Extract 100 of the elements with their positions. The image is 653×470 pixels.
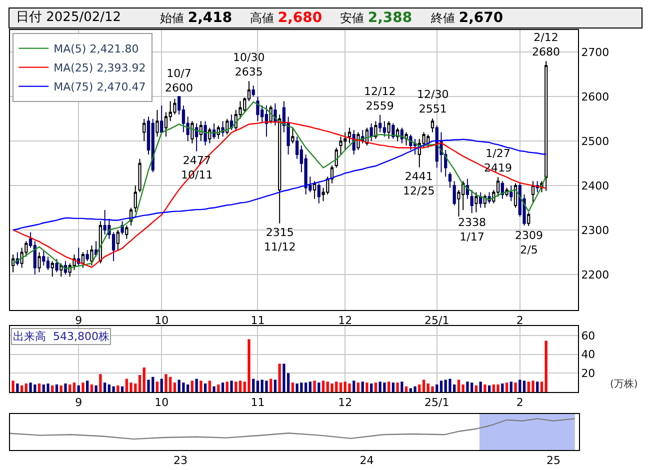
bar bbox=[374, 382, 378, 392]
candlestick bbox=[90, 245, 94, 266]
bar bbox=[300, 382, 303, 392]
bar bbox=[142, 367, 146, 392]
candlestick bbox=[474, 192, 478, 213]
bar bbox=[318, 382, 320, 392]
bar bbox=[24, 384, 28, 392]
x-tick-label: 25/1 bbox=[424, 396, 450, 410]
candlestick bbox=[190, 120, 194, 144]
candlestick bbox=[448, 172, 452, 188]
candlestick bbox=[544, 60, 548, 192]
bar bbox=[431, 386, 434, 392]
x-tick-label: 12 bbox=[338, 396, 352, 410]
x-tick-label: 25/1 bbox=[424, 314, 450, 328]
bar bbox=[488, 385, 491, 392]
candlestick bbox=[195, 122, 198, 152]
candlestick bbox=[470, 190, 474, 214]
bar bbox=[195, 378, 198, 392]
y-tick-label: 2500 bbox=[581, 134, 610, 148]
candlestick bbox=[199, 120, 203, 142]
candlestick bbox=[278, 114, 282, 224]
candlestick bbox=[466, 178, 470, 200]
bar bbox=[12, 380, 14, 392]
bar bbox=[505, 382, 508, 392]
bar bbox=[204, 384, 207, 392]
bar bbox=[248, 339, 250, 392]
y-tick-label: 2700 bbox=[581, 46, 610, 60]
candlestick bbox=[151, 118, 154, 173]
bar bbox=[82, 382, 84, 392]
bar bbox=[479, 382, 482, 392]
bar bbox=[160, 378, 163, 392]
bar bbox=[436, 384, 438, 392]
x-tick-label: 24 bbox=[360, 454, 374, 468]
annotation: 10/7 2600 bbox=[165, 67, 193, 94]
candlestick bbox=[356, 132, 360, 150]
candlestick bbox=[413, 138, 417, 155]
candlestick bbox=[339, 136, 342, 155]
x-tick-label: 23 bbox=[173, 454, 188, 468]
x-tick-label: 25 bbox=[546, 454, 560, 468]
bar bbox=[392, 382, 394, 392]
bar bbox=[252, 378, 255, 392]
bar bbox=[313, 380, 316, 392]
bar bbox=[339, 382, 342, 392]
annotation: 1/27 2419 bbox=[484, 147, 512, 174]
bar bbox=[352, 380, 356, 392]
candlestick bbox=[370, 122, 373, 142]
bar bbox=[501, 384, 504, 392]
candlestick bbox=[312, 180, 316, 200]
bar bbox=[308, 382, 312, 392]
bar bbox=[304, 382, 308, 392]
annotation: 2309 2/5 bbox=[515, 229, 543, 256]
candlestick bbox=[160, 105, 164, 133]
candlestick bbox=[60, 262, 63, 278]
candlestick bbox=[531, 180, 535, 204]
annotation: 12/12 2559 bbox=[364, 85, 396, 112]
bar bbox=[536, 382, 539, 392]
bar bbox=[72, 382, 76, 392]
bar bbox=[282, 364, 286, 392]
candlestick bbox=[387, 120, 390, 140]
bar bbox=[440, 380, 443, 392]
bar bbox=[99, 374, 102, 392]
bar bbox=[270, 378, 272, 392]
bar bbox=[29, 382, 32, 392]
y-tick-label: 20 bbox=[581, 366, 596, 380]
bar bbox=[120, 386, 124, 392]
legend-label: MA(75) 2,470.47 bbox=[54, 80, 146, 94]
bar bbox=[217, 384, 220, 392]
bar bbox=[238, 380, 242, 392]
bar bbox=[522, 380, 526, 392]
candlestick bbox=[527, 212, 530, 226]
candlestick bbox=[500, 180, 504, 200]
text: 始値 2,418 bbox=[160, 10, 232, 26]
bar bbox=[51, 385, 54, 392]
bar bbox=[138, 375, 142, 392]
bar bbox=[466, 382, 469, 392]
x-tick-label: 12 bbox=[338, 314, 352, 328]
bar bbox=[256, 380, 260, 392]
candlestick bbox=[514, 182, 518, 208]
bar bbox=[291, 382, 294, 392]
candlestick bbox=[204, 120, 207, 146]
candlestick bbox=[378, 114, 382, 133]
candlestick bbox=[38, 252, 41, 273]
bar bbox=[173, 382, 176, 392]
bar bbox=[86, 380, 89, 392]
bar bbox=[274, 380, 277, 392]
bar bbox=[190, 380, 194, 392]
bar bbox=[414, 386, 416, 392]
candlestick bbox=[317, 182, 320, 204]
bar bbox=[330, 384, 334, 392]
bar bbox=[388, 382, 390, 392]
y-tick-label: 60 bbox=[581, 329, 596, 342]
candlestick bbox=[142, 118, 146, 142]
bar bbox=[518, 380, 522, 392]
candlestick bbox=[55, 258, 58, 273]
x-tick-label: 9 bbox=[75, 396, 82, 410]
candlestick bbox=[86, 250, 89, 262]
bar bbox=[361, 382, 364, 392]
y-axis-title: (万株) bbox=[610, 378, 638, 390]
x-tick-label: 2 bbox=[516, 314, 524, 328]
candlestick bbox=[256, 96, 260, 122]
